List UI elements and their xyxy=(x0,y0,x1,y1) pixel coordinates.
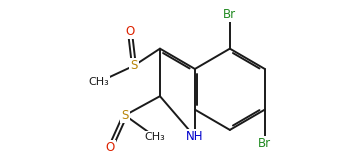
Text: O: O xyxy=(125,25,135,38)
Text: O: O xyxy=(106,141,115,154)
Text: Br: Br xyxy=(258,137,272,150)
Text: CH₃: CH₃ xyxy=(89,77,109,87)
Text: Br: Br xyxy=(223,8,236,21)
Text: S: S xyxy=(130,59,138,72)
Text: CH₃: CH₃ xyxy=(145,132,166,142)
Text: NH: NH xyxy=(186,130,204,143)
Text: S: S xyxy=(121,109,129,122)
